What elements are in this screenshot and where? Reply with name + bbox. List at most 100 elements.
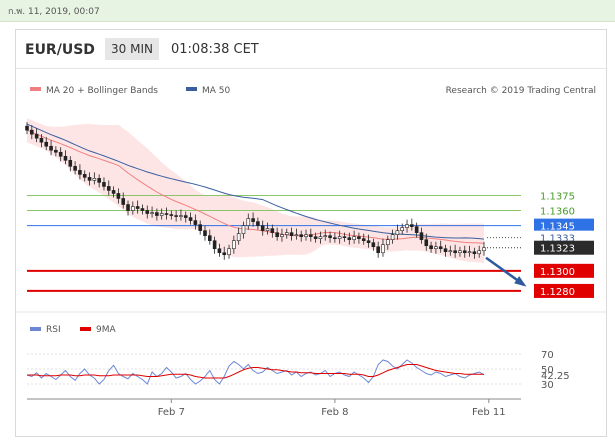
candle-body — [284, 232, 289, 235]
candle — [227, 244, 231, 259]
candle — [102, 177, 106, 191]
candle — [126, 200, 130, 216]
candle — [294, 228, 299, 240]
candle — [155, 208, 159, 221]
rsi-legend: RSI 9MA — [30, 325, 116, 335]
level-label-box — [534, 240, 594, 255]
candle — [467, 245, 472, 257]
candle — [333, 232, 337, 243]
candle — [385, 235, 390, 250]
candle-body — [44, 141, 49, 147]
candle-body — [54, 149, 58, 153]
candle-body — [260, 225, 265, 231]
candle-body — [106, 186, 111, 191]
candle-body — [208, 235, 212, 241]
candle — [241, 221, 246, 239]
candle-body — [400, 227, 405, 231]
candle — [289, 227, 294, 241]
candle — [371, 238, 376, 251]
candle-body — [424, 239, 429, 247]
candle — [73, 161, 77, 175]
timeframe-button[interactable]: 30 MIN — [105, 38, 159, 60]
candle — [49, 140, 53, 156]
candle-body — [357, 236, 361, 239]
candle-body — [39, 137, 44, 143]
candle — [443, 244, 448, 257]
candle-body — [193, 220, 198, 225]
legend-rsi: RSI — [46, 325, 61, 335]
bollinger-band-area — [27, 118, 484, 264]
level-label-box — [534, 263, 594, 278]
candle — [429, 241, 433, 253]
ma50-path — [26, 123, 485, 240]
price-levels — [27, 194, 521, 292]
pair-title: EUR/USD — [25, 42, 95, 58]
candle-body — [366, 240, 371, 243]
candle-body — [30, 129, 34, 135]
candle — [284, 228, 289, 239]
candle-body — [87, 177, 92, 181]
candle — [193, 214, 198, 230]
candle-body — [164, 213, 169, 215]
candle — [414, 222, 419, 238]
candle — [438, 240, 443, 253]
candle-body — [352, 236, 356, 240]
candle — [58, 147, 63, 162]
candle-body — [299, 234, 304, 237]
legend-swatch-ma50 — [186, 87, 197, 91]
candle-body — [232, 240, 236, 250]
candle — [150, 206, 154, 218]
candle — [395, 224, 400, 240]
rsi-tick-label: 70 — [541, 350, 554, 361]
candle — [347, 232, 352, 245]
level-label-text: 1.1360 — [540, 207, 575, 218]
candle-body — [63, 155, 68, 161]
candle-body — [309, 234, 313, 237]
candle-body — [97, 178, 101, 183]
candle — [357, 232, 361, 244]
candle-body — [453, 250, 457, 254]
candle — [390, 229, 395, 244]
candle — [198, 220, 202, 235]
candle-body — [111, 190, 116, 194]
candle — [400, 223, 405, 235]
level-label-support: 1.1300 — [534, 263, 594, 278]
candle-body — [462, 250, 467, 254]
candle-body — [58, 151, 63, 157]
candle — [34, 128, 39, 143]
candle — [111, 186, 116, 198]
candle — [361, 233, 366, 245]
level-label-text: 1.1323 — [540, 244, 575, 255]
candle-body — [323, 235, 328, 237]
candle-body — [145, 210, 150, 214]
candle — [337, 230, 342, 244]
candle — [169, 210, 174, 220]
candle — [121, 192, 126, 209]
candle-body — [174, 215, 178, 217]
candle — [251, 212, 255, 227]
candle-body — [251, 218, 255, 222]
ma20-line — [26, 129, 485, 244]
candle — [448, 245, 453, 256]
candle — [78, 164, 82, 180]
candle-body — [25, 125, 29, 131]
candle — [212, 236, 217, 254]
candle-body — [347, 237, 352, 240]
candle — [174, 210, 178, 222]
candle-body — [121, 198, 126, 205]
candle — [222, 246, 227, 260]
candle — [30, 125, 34, 140]
legend-ma20: MA 20 + Bollinger Bands — [46, 86, 158, 96]
candle-body — [385, 239, 390, 246]
candle — [145, 205, 150, 219]
candle — [405, 219, 409, 233]
candle-body — [318, 236, 323, 239]
candle-body — [405, 224, 409, 228]
candle — [217, 243, 222, 257]
x-axis: Feb 7 Feb 8 Feb 11 — [27, 398, 521, 418]
candle-body — [241, 225, 246, 234]
candle-body — [82, 174, 87, 178]
candle — [453, 244, 457, 258]
candle — [313, 232, 318, 243]
